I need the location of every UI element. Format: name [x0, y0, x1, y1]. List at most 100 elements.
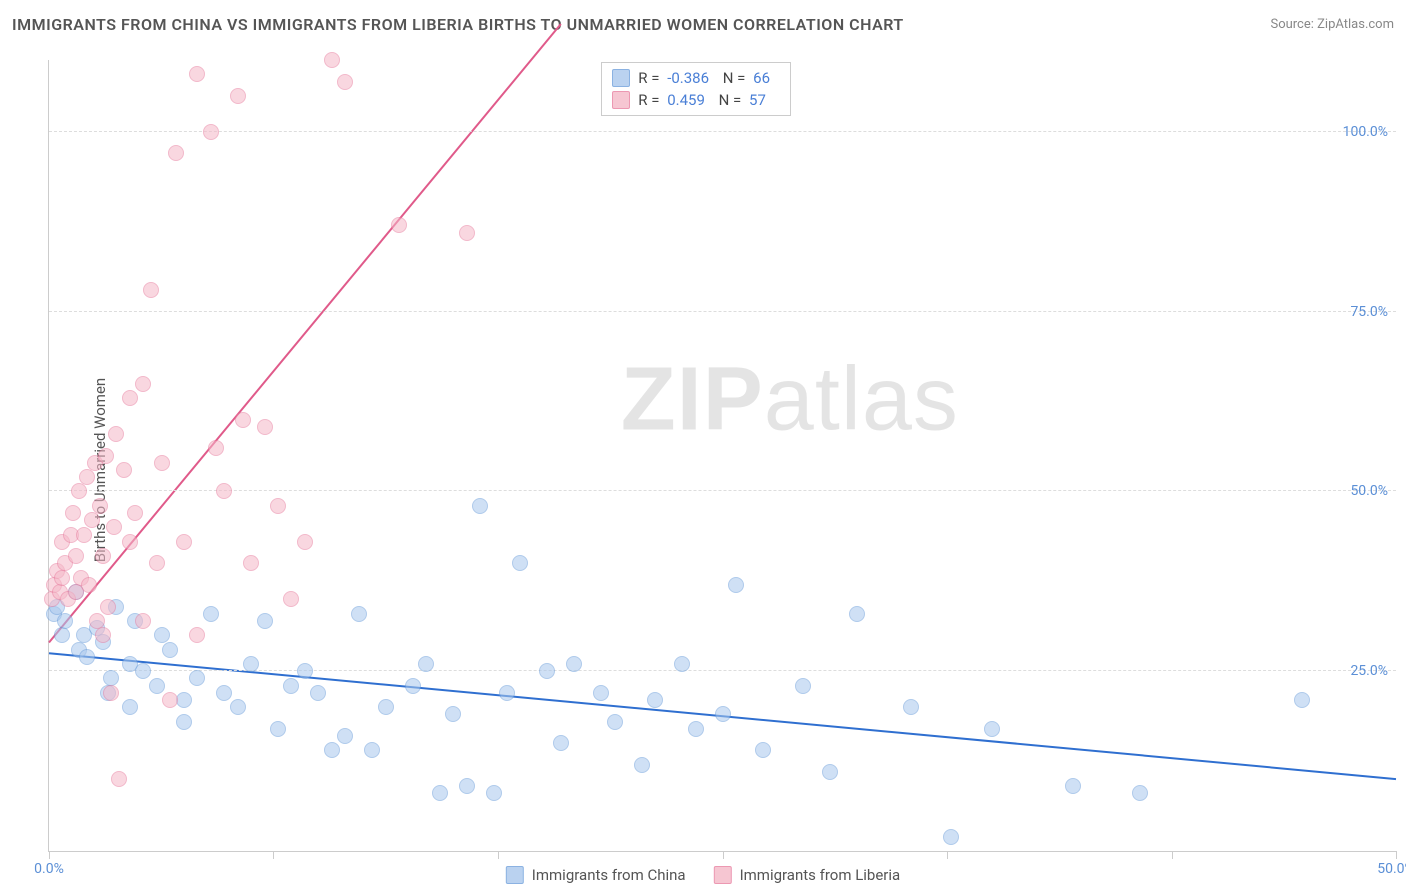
data-point: [189, 66, 205, 82]
data-point: [122, 390, 138, 406]
data-point: [176, 534, 192, 550]
data-point: [57, 613, 73, 629]
legend-swatch: [714, 866, 732, 884]
data-point: [208, 440, 224, 456]
legend-label: Immigrants from China: [532, 866, 686, 884]
data-point: [54, 570, 70, 586]
legend-label: Immigrants from Liberia: [740, 866, 901, 884]
x-tick-label: 50.0%: [1377, 861, 1406, 877]
data-point: [143, 282, 159, 298]
data-point: [486, 785, 502, 801]
data-point: [79, 469, 95, 485]
data-point: [106, 519, 122, 535]
data-point: [84, 512, 100, 528]
data-point: [391, 217, 407, 233]
chart-header: IMMIGRANTS FROM CHINA VS IMMIGRANTS FROM…: [0, 0, 1406, 48]
data-point: [432, 785, 448, 801]
legend-bottom: Immigrants from China Immigrants from Lib…: [506, 866, 900, 884]
data-point: [903, 699, 919, 715]
chart-title: IMMIGRANTS FROM CHINA VS IMMIGRANTS FROM…: [12, 15, 904, 34]
data-point: [634, 757, 650, 773]
data-point: [472, 498, 488, 514]
data-point: [795, 678, 811, 694]
data-point: [135, 376, 151, 392]
data-point: [71, 483, 87, 499]
source-attribution: Source: ZipAtlas.com: [1270, 17, 1394, 32]
legend-swatch: [612, 69, 630, 87]
legend-item: Immigrants from Liberia: [714, 866, 901, 884]
data-point: [54, 627, 70, 643]
data-point: [189, 670, 205, 686]
data-point: [418, 656, 434, 672]
legend-stat-row: R = -0.386 N = 66: [612, 67, 780, 89]
data-point: [324, 52, 340, 68]
plot-area: ZIPatlas R = -0.386 N = 66 R = 0.459 N = …: [48, 60, 1396, 852]
data-point: [230, 88, 246, 104]
legend-item: Immigrants from China: [506, 866, 686, 884]
data-point: [647, 692, 663, 708]
x-tick: [947, 851, 948, 859]
data-point: [297, 663, 313, 679]
chart-container: Births to Unmarried Women ZIPatlas R = -…: [0, 48, 1406, 892]
data-point: [337, 728, 353, 744]
gridline: [49, 490, 1396, 491]
x-tick-label: 0.0%: [34, 861, 64, 877]
data-point: [135, 613, 151, 629]
data-point: [103, 685, 119, 701]
data-point: [79, 649, 95, 665]
gridline: [49, 131, 1396, 132]
x-tick: [498, 851, 499, 859]
data-point: [405, 678, 421, 694]
data-point: [674, 656, 690, 672]
data-point: [1294, 692, 1310, 708]
data-point: [378, 699, 394, 715]
data-point: [849, 606, 865, 622]
data-point: [243, 555, 259, 571]
data-point: [553, 735, 569, 751]
data-point: [189, 627, 205, 643]
data-point: [364, 742, 380, 758]
data-point: [984, 721, 1000, 737]
data-point: [154, 455, 170, 471]
data-point: [116, 462, 132, 478]
data-point: [92, 498, 108, 514]
data-point: [76, 527, 92, 543]
data-point: [168, 145, 184, 161]
x-tick: [49, 851, 50, 859]
data-point: [149, 678, 165, 694]
legend-stat-row: R = 0.459 N = 57: [612, 89, 780, 111]
data-point: [688, 721, 704, 737]
y-tick-label: 75.0%: [1350, 304, 1388, 320]
data-point: [607, 714, 623, 730]
legend-swatch: [612, 91, 630, 109]
gridline: [49, 311, 1396, 312]
trend-lines: [49, 60, 1396, 851]
x-tick: [1396, 851, 1397, 859]
data-point: [122, 699, 138, 715]
data-point: [512, 555, 528, 571]
data-point: [715, 706, 731, 722]
data-point: [755, 742, 771, 758]
data-point: [203, 124, 219, 140]
data-point: [943, 829, 959, 845]
x-tick: [1172, 851, 1173, 859]
data-point: [539, 663, 555, 679]
data-point: [593, 685, 609, 701]
legend-stat-text: R = -0.386 N = 66: [638, 69, 780, 87]
legend-stat-text: R = 0.459 N = 57: [638, 91, 776, 109]
watermark: ZIPatlas: [621, 349, 959, 452]
data-point: [162, 692, 178, 708]
data-point: [135, 663, 151, 679]
data-point: [230, 699, 246, 715]
data-point: [127, 505, 143, 521]
x-tick: [273, 851, 274, 859]
data-point: [108, 426, 124, 442]
data-point: [257, 613, 273, 629]
data-point: [459, 225, 475, 241]
data-point: [499, 685, 515, 701]
data-point: [283, 591, 299, 607]
legend-stats-box: R = -0.386 N = 66 R = 0.459 N = 57: [601, 62, 791, 116]
data-point: [337, 74, 353, 90]
watermark-light: atlas: [764, 350, 959, 450]
data-point: [270, 721, 286, 737]
